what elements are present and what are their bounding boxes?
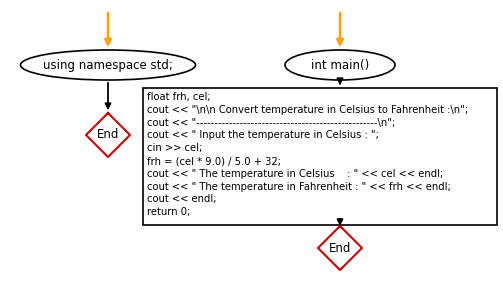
Text: int main(): int main() xyxy=(311,58,369,72)
FancyBboxPatch shape xyxy=(143,88,497,225)
Polygon shape xyxy=(86,113,130,157)
Ellipse shape xyxy=(285,50,395,80)
Text: using namespace std;: using namespace std; xyxy=(43,58,173,72)
Polygon shape xyxy=(318,226,362,270)
Text: float frh, cel;
cout << "\n\n Convert temperature in Celsius to Fahrenheit :\n";: float frh, cel; cout << "\n\n Convert te… xyxy=(147,92,468,217)
Text: End: End xyxy=(97,129,119,141)
Text: End: End xyxy=(329,241,351,255)
Ellipse shape xyxy=(21,50,196,80)
